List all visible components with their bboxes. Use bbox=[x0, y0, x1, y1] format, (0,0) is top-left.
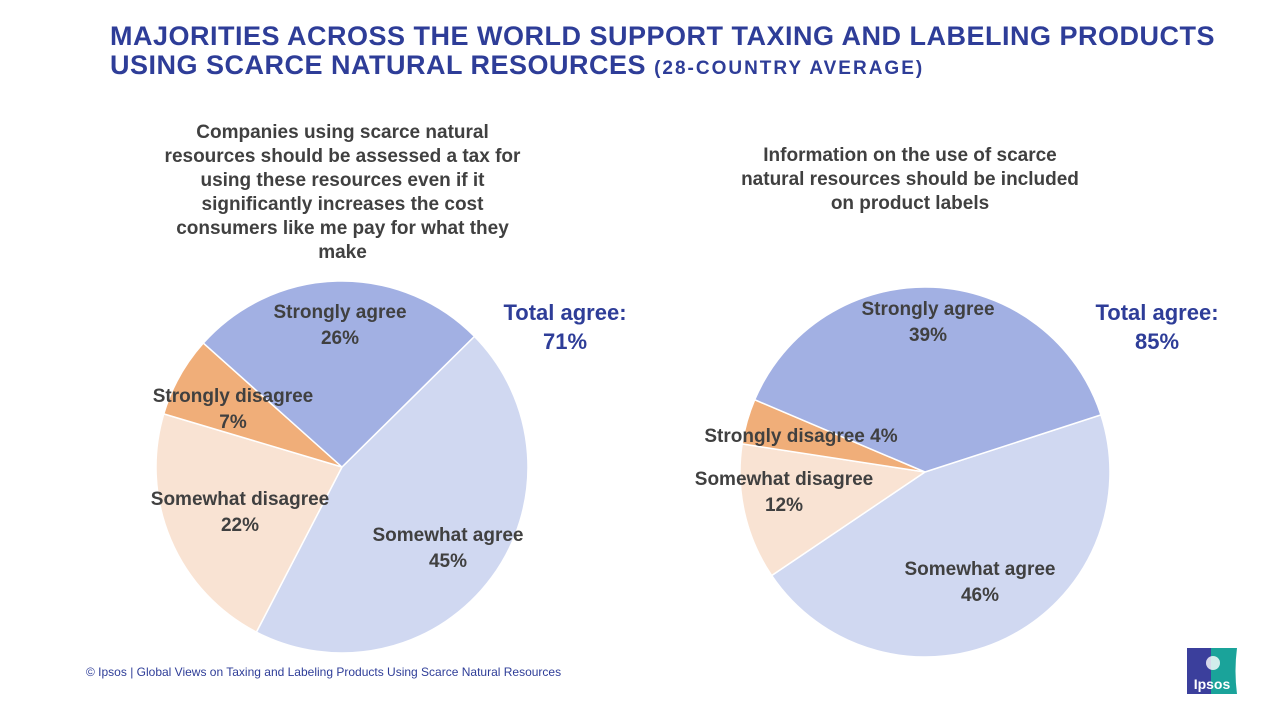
title-main: MAJORITIES ACROSS THE WORLD SUPPORT TAXI… bbox=[110, 21, 1216, 80]
slice-value: 22% bbox=[221, 515, 259, 536]
slice-value: 39% bbox=[909, 325, 947, 346]
slice-label: Somewhat disagree 12% bbox=[695, 469, 873, 516]
svg-text:Ipsos: Ipsos bbox=[1194, 676, 1231, 692]
slice-value: 45% bbox=[429, 551, 467, 572]
pie-slice-strongly-agree bbox=[753, 286, 1102, 473]
pie-slice-somewhat-disagree bbox=[155, 412, 344, 634]
slice-label: Somewhat agree 46% bbox=[905, 559, 1056, 606]
slice-name: Strongly disagree bbox=[153, 386, 314, 407]
right-total-agree: Total agree: 85% bbox=[1082, 298, 1232, 356]
page-title: MAJORITIES ACROSS THE WORLD SUPPORT TAXI… bbox=[110, 22, 1280, 83]
left-chart-title: Companies using scarce natural resources… bbox=[164, 122, 521, 263]
slice-value: 12% bbox=[765, 495, 803, 516]
total-label: Total agree: bbox=[503, 300, 627, 325]
slice-value: 26% bbox=[321, 328, 359, 349]
slice-label: Somewhat agree 45% bbox=[373, 525, 524, 572]
pie-slice-somewhat-disagree bbox=[739, 443, 928, 577]
slice-label: Strongly disagree 4% bbox=[704, 426, 897, 447]
footer-source: © Ipsos | Global Views on Taxing and Lab… bbox=[86, 665, 562, 679]
left-total-agree: Total agree: 71% bbox=[490, 298, 640, 356]
slice-value: 46% bbox=[961, 585, 999, 606]
slice-name: Somewhat agree bbox=[905, 559, 1056, 580]
slice-label: Strongly disagree 7% bbox=[153, 386, 314, 433]
right-chart-title: Information on the use of scarce natural… bbox=[741, 145, 1079, 214]
slice-value: 7% bbox=[219, 412, 247, 433]
slice-label: Somewhat disagree 22% bbox=[151, 489, 329, 536]
slice-label: Strongly agree 26% bbox=[273, 302, 406, 349]
slice-name: Somewhat disagree bbox=[695, 469, 873, 490]
total-value: 71% bbox=[542, 329, 588, 354]
slice-label: Strongly agree 39% bbox=[861, 299, 994, 346]
slice-name: Somewhat agree bbox=[373, 525, 524, 546]
total-value: 85% bbox=[1134, 329, 1180, 354]
total-label: Total agree: bbox=[1095, 300, 1219, 325]
pie-slice-strongly-agree bbox=[202, 280, 476, 469]
slice-name: Strongly agree bbox=[861, 299, 994, 320]
slice-name: Strongly agree bbox=[273, 302, 406, 323]
ipsos-logo: Ipsos bbox=[1187, 648, 1237, 694]
slice-name: Somewhat disagree bbox=[151, 489, 329, 510]
pie-slice-somewhat-agree bbox=[770, 413, 1111, 658]
title-sub: (28-COUNTRY AVERAGE) bbox=[654, 58, 925, 79]
pie-slice-somewhat-agree bbox=[255, 335, 529, 654]
